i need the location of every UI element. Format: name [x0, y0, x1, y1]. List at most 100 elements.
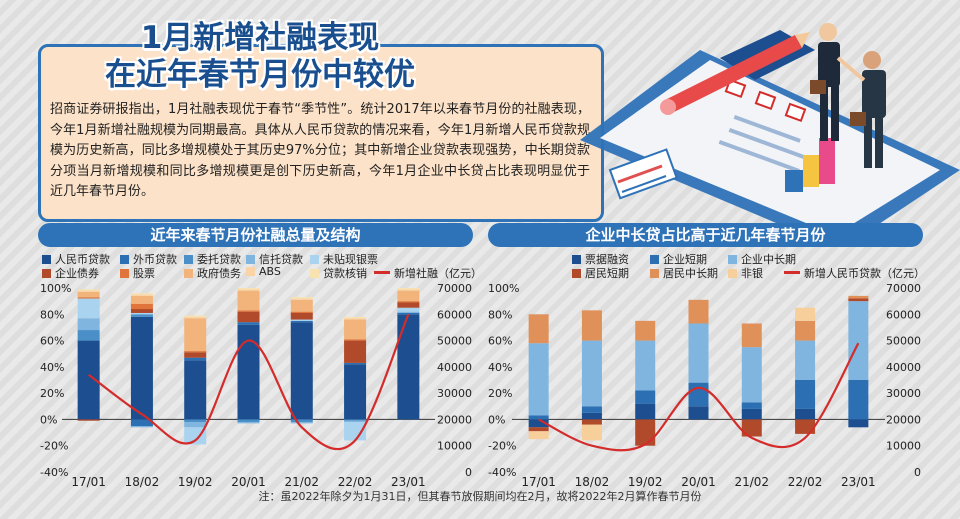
- bar-segment: [290, 419, 313, 423]
- bar-segment: [344, 419, 367, 421]
- bar-segment: [237, 422, 260, 424]
- bar-segment: [130, 309, 153, 313]
- right-tick-label: 50000: [437, 335, 472, 348]
- legend-item: 票据融资: [572, 251, 629, 267]
- bar-segment: [130, 303, 153, 310]
- bar-segment: [184, 352, 207, 358]
- category-label: 18/02: [125, 475, 160, 489]
- bar-segment: [77, 298, 100, 319]
- left-tick-label: 60%: [40, 335, 64, 348]
- pencil-illustration: [660, 32, 810, 115]
- bar-segment: [77, 318, 100, 331]
- bar-segment: [290, 311, 313, 313]
- bar-segment: [237, 290, 260, 311]
- legend-item: 政府债务: [184, 265, 241, 281]
- bar-segment: [290, 297, 313, 299]
- bar-segment: [344, 422, 367, 441]
- series-line: [87, 313, 410, 451]
- bar-segment: [130, 426, 153, 428]
- bar-segment: [184, 318, 207, 352]
- legend-item: 非银: [728, 265, 763, 281]
- bar-segment: [397, 290, 420, 302]
- bar-segment: [344, 339, 367, 341]
- legend-item: 贷款核销: [310, 265, 367, 281]
- right-tick-label: 10000: [437, 440, 472, 453]
- left-tick-label: 0%: [40, 413, 57, 426]
- bar-segment: [130, 419, 153, 426]
- bar-segment: [397, 288, 420, 290]
- bar-segment: [184, 357, 207, 361]
- bar-segment: [344, 364, 367, 420]
- bar-segment: [344, 316, 367, 319]
- bar-segment: [397, 289, 420, 291]
- bar-segment: [397, 314, 420, 420]
- bar-segment: [130, 295, 153, 304]
- page-title-line1: 1月新增社融表现: [140, 20, 380, 56]
- bar-segment: [130, 294, 153, 296]
- bar-segment: [290, 312, 313, 320]
- bar-segment: [290, 299, 313, 312]
- bar-segment: [130, 316, 153, 420]
- bar-segment: [130, 293, 153, 295]
- legend-item: 未贴现银票: [310, 251, 378, 267]
- legend-item: 人民币贷款: [42, 251, 110, 267]
- bar-segment: [344, 340, 367, 363]
- category-label: 20/01: [231, 475, 266, 489]
- bar-segment: [77, 340, 100, 420]
- bar-segment: [237, 310, 260, 312]
- right-tick-label: 70000: [437, 282, 472, 295]
- left-tick-label: 100%: [40, 282, 71, 295]
- legend-item: 企业债券: [42, 265, 99, 281]
- mini-bar-chart-illustration: [785, 138, 835, 192]
- bar-segment: [184, 422, 207, 428]
- bar-segment: [237, 419, 260, 423]
- legend-item: 企业短期: [650, 251, 707, 267]
- legend-item: 委托贷款: [184, 251, 241, 267]
- bar-segment: [290, 322, 313, 420]
- legend-item: 居民中长期: [650, 265, 718, 281]
- bar-segment: [237, 288, 260, 290]
- bar-segment: [397, 302, 420, 308]
- businessmen-illustration: [810, 23, 886, 168]
- bar-segment: [290, 298, 313, 300]
- category-label: 22/02: [338, 475, 373, 489]
- intro-box: [38, 44, 604, 222]
- bar-segment: [77, 289, 100, 291]
- bar-segment: [290, 320, 313, 323]
- bar-segment: [344, 319, 367, 340]
- left-tick-label: 40%: [40, 361, 64, 374]
- bar-segment: [184, 360, 207, 420]
- footnote: 注：虽2022年除夕为1月31日，但其春节放假期间均在2月，故将2022年2月算…: [258, 490, 702, 503]
- legend-item: 企业中长期: [728, 251, 796, 267]
- legend-item: 信托贷款: [246, 251, 303, 267]
- bar-segment: [397, 311, 420, 313]
- bar-segment: [344, 318, 367, 320]
- category-label: 21/02: [284, 475, 319, 489]
- bar-segment: [184, 315, 207, 317]
- left-tick-label: 80%: [40, 308, 64, 321]
- page-title: 1月新增社融表现 在近年春节月份中较优: [40, 20, 480, 94]
- bar-segment: [77, 419, 100, 421]
- intro-paragraph: 招商证券研报指出，1月社融表现优于春节“季节性”。统计2017年以来春节月份的社…: [50, 102, 590, 200]
- bar-segment: [290, 319, 313, 321]
- bar-segment: [77, 290, 100, 292]
- bar-segment: [184, 316, 207, 319]
- bar-segment: [344, 420, 367, 423]
- illustration-contract-handshake: [580, 23, 960, 230]
- category-label: 19/02: [178, 475, 213, 489]
- bar-segment: [184, 427, 207, 445]
- bar-segment: [237, 289, 260, 291]
- bar-segment: [290, 422, 313, 424]
- page-title-line2: 在近年春节月份中较优: [105, 57, 415, 93]
- legend-item: ABS: [246, 265, 281, 278]
- right-tick-label: 60000: [437, 308, 472, 321]
- bar-segment: [237, 322, 260, 325]
- chart1-title: 近年来春节月份社融总量及结构: [38, 223, 473, 247]
- bar-segment: [130, 314, 153, 317]
- bar-segment: [184, 419, 207, 423]
- bar-segment: [130, 312, 153, 315]
- bar-segment: [237, 311, 260, 323]
- right-tick-label: 40000: [437, 361, 472, 374]
- legend-item: 居民短期: [572, 265, 629, 281]
- right-tick-label: 30000: [437, 387, 472, 400]
